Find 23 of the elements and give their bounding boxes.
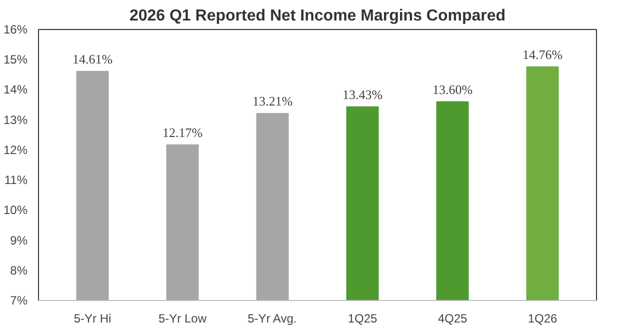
- y-tick-label: 15%: [3, 52, 28, 67]
- x-tick-label: 5-Yr Low: [158, 312, 207, 326]
- data-label: 13.21%: [252, 94, 293, 109]
- y-tick-label: 10%: [3, 203, 28, 218]
- data-label: 13.43%: [342, 86, 383, 102]
- y-tick-label: 7%: [10, 294, 28, 308]
- x-tick-label: 5-Yr Avg.: [248, 312, 297, 326]
- data-label: 13.60%: [432, 82, 473, 97]
- y-tick-label: 14%: [3, 82, 28, 97]
- y-tick-label: 16%: [3, 22, 28, 36]
- x-tick-label: 1Q26: [528, 312, 558, 326]
- y-tick-label: 11%: [4, 173, 28, 188]
- chart-title: 2026 Q1 Reported Net Income Margins Compared: [129, 8, 506, 24]
- data-label: 14.61%: [72, 51, 113, 66]
- y-tick-label: 8%: [10, 263, 28, 278]
- data-label: 12.17%: [162, 124, 203, 140]
- x-tick-label: 5-Yr Hi: [74, 312, 112, 326]
- y-tick-label: 9%: [10, 233, 28, 248]
- y-tick-label: 13%: [3, 112, 28, 127]
- x-tick-label: 4Q25: [438, 312, 468, 326]
- data-label: 14.76%: [522, 46, 563, 62]
- y-tick-label: 12%: [3, 142, 28, 157]
- x-tick-label: 1Q25: [348, 312, 378, 326]
